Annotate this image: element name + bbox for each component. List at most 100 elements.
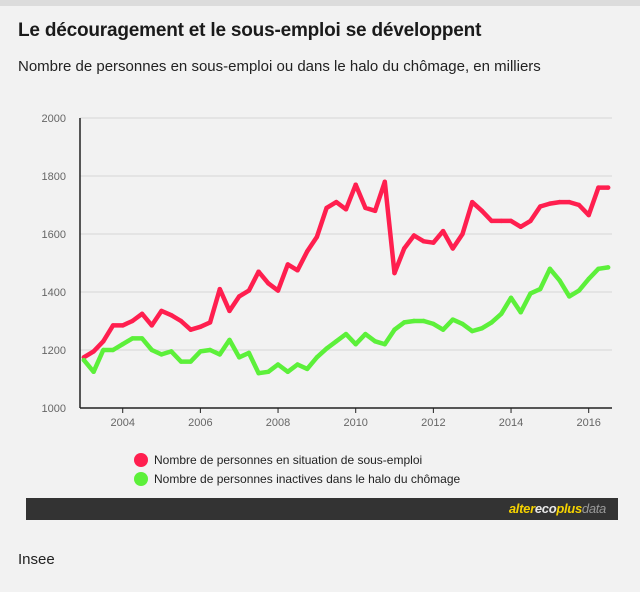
x-tick-label-2004: 2004 [110, 417, 134, 429]
series-1-point-52 [586, 276, 591, 282]
x-tick-label-2012: 2012 [421, 417, 445, 429]
series-1-point-29 [363, 331, 368, 337]
series-0-point-16 [237, 294, 242, 299]
series-0-point-43 [499, 218, 504, 224]
series-1-point-30 [372, 339, 378, 344]
series-0-point-32 [392, 270, 397, 276]
series-1-point-47 [538, 286, 543, 292]
x-tick-label-2016: 2016 [576, 417, 600, 429]
series-0-point-50 [567, 199, 572, 205]
series-1-point-3 [110, 347, 116, 353]
series-0-point-39 [460, 231, 465, 237]
series-0-point-11 [188, 327, 193, 332]
series-1-point-19 [266, 369, 271, 374]
series-1-point-28 [353, 342, 358, 347]
series-1-point-18 [256, 371, 261, 376]
series-0-point-29 [363, 205, 368, 211]
series-1-point-24 [314, 355, 320, 360]
source-label: Insee [18, 551, 55, 568]
series-1-point-31 [382, 342, 387, 347]
series-0-point-46 [528, 218, 533, 224]
x-tick-label-2006: 2006 [188, 417, 212, 429]
series-1-point-4 [120, 342, 125, 347]
series-line-1 [81, 265, 611, 376]
series-0-point-5 [130, 318, 135, 324]
series-0-point-33 [402, 246, 407, 251]
series-1-point-17 [246, 350, 252, 356]
series-0-point-24 [314, 234, 320, 240]
legend-label-halo: Nombre de personnes inactives dans le ha… [154, 471, 461, 486]
series-1-point-39 [460, 321, 465, 327]
x-tick-label-2008: 2008 [266, 417, 290, 429]
series-1-point-49 [557, 278, 562, 283]
series-1-point-26 [334, 339, 339, 344]
y-tick-label-1800: 1800 [42, 171, 66, 183]
series-1-point-25 [324, 346, 329, 351]
series-0-point-30 [372, 208, 378, 213]
legend-item-sous-emploi: Nombre de personnes en situation de sous… [134, 450, 460, 469]
series-0-point-20 [275, 288, 281, 293]
series-0-point-36 [431, 240, 436, 245]
series-1-point-46 [528, 291, 533, 296]
brand-logo: alterecoplusdata [509, 501, 606, 516]
series-0-point-41 [479, 208, 485, 213]
brand-plus: plus [556, 501, 582, 516]
series-1-point-41 [479, 326, 485, 331]
series-0-point-25 [324, 205, 329, 211]
legend-item-halo: Nombre de personnes inactives dans le ha… [134, 469, 460, 488]
brand-alter: alter [508, 501, 535, 516]
series-0-point-35 [421, 239, 426, 244]
series-0-point-10 [178, 318, 184, 324]
legend: Nombre de personnes en situation de sous… [134, 450, 460, 488]
series-1-point-54 [605, 265, 611, 270]
series-1-point-51 [576, 288, 582, 293]
series-0-point-28 [353, 182, 358, 187]
series-0-point-45 [518, 224, 523, 229]
series-1-point-5 [130, 336, 135, 341]
series-0-point-31 [382, 179, 387, 184]
brand-eco: eco [534, 501, 557, 516]
series-1-point-45 [518, 310, 523, 315]
y-tick-label-1400: 1400 [42, 287, 66, 299]
x-tick-label-2010: 2010 [343, 417, 367, 429]
series-0-point-40 [470, 199, 475, 205]
series-1-point-23 [305, 366, 310, 372]
series-1-point-44 [508, 295, 514, 300]
series-1-point-20 [275, 362, 281, 367]
series-1-point-38 [450, 317, 455, 322]
series-0-point-18 [256, 269, 261, 274]
series-0-point-8 [159, 308, 164, 314]
series-1-point-34 [411, 318, 417, 324]
series-1-point-12 [198, 349, 203, 354]
legend-swatch-sous-emploi [134, 452, 148, 467]
x-tick-label-2014: 2014 [499, 417, 523, 429]
top-rule [0, 0, 640, 6]
series-1-point-53 [596, 266, 601, 271]
series-1-point-1 [91, 369, 96, 374]
series-0-point-15 [227, 308, 232, 314]
series-1-point-16 [237, 355, 242, 360]
brand-bar: alterecoplusdata [26, 498, 618, 520]
series-1-point-22 [295, 362, 300, 367]
series-0-point-49 [557, 199, 562, 205]
series-1-point-42 [489, 320, 494, 325]
series-0-point-4 [120, 323, 125, 328]
series-0-point-26 [334, 199, 339, 205]
series-1-point-36 [431, 321, 436, 327]
series-1-point-7 [149, 347, 154, 353]
series-1-point-27 [343, 331, 349, 337]
series-1-point-10 [178, 359, 184, 364]
series-1-point-9 [169, 349, 174, 354]
y-tick-label-2000: 2000 [42, 113, 66, 125]
brand-data: data [581, 501, 606, 516]
series-0-point-37 [440, 228, 446, 234]
series-0-point-2 [101, 339, 106, 344]
series-layer [81, 179, 611, 376]
series-0-point-38 [450, 246, 455, 251]
series-0-point-6 [139, 311, 145, 316]
series-1-point-21 [285, 369, 290, 374]
series-0-point-17 [246, 288, 252, 293]
series-0-point-9 [169, 313, 174, 318]
series-1-point-32 [392, 327, 397, 332]
